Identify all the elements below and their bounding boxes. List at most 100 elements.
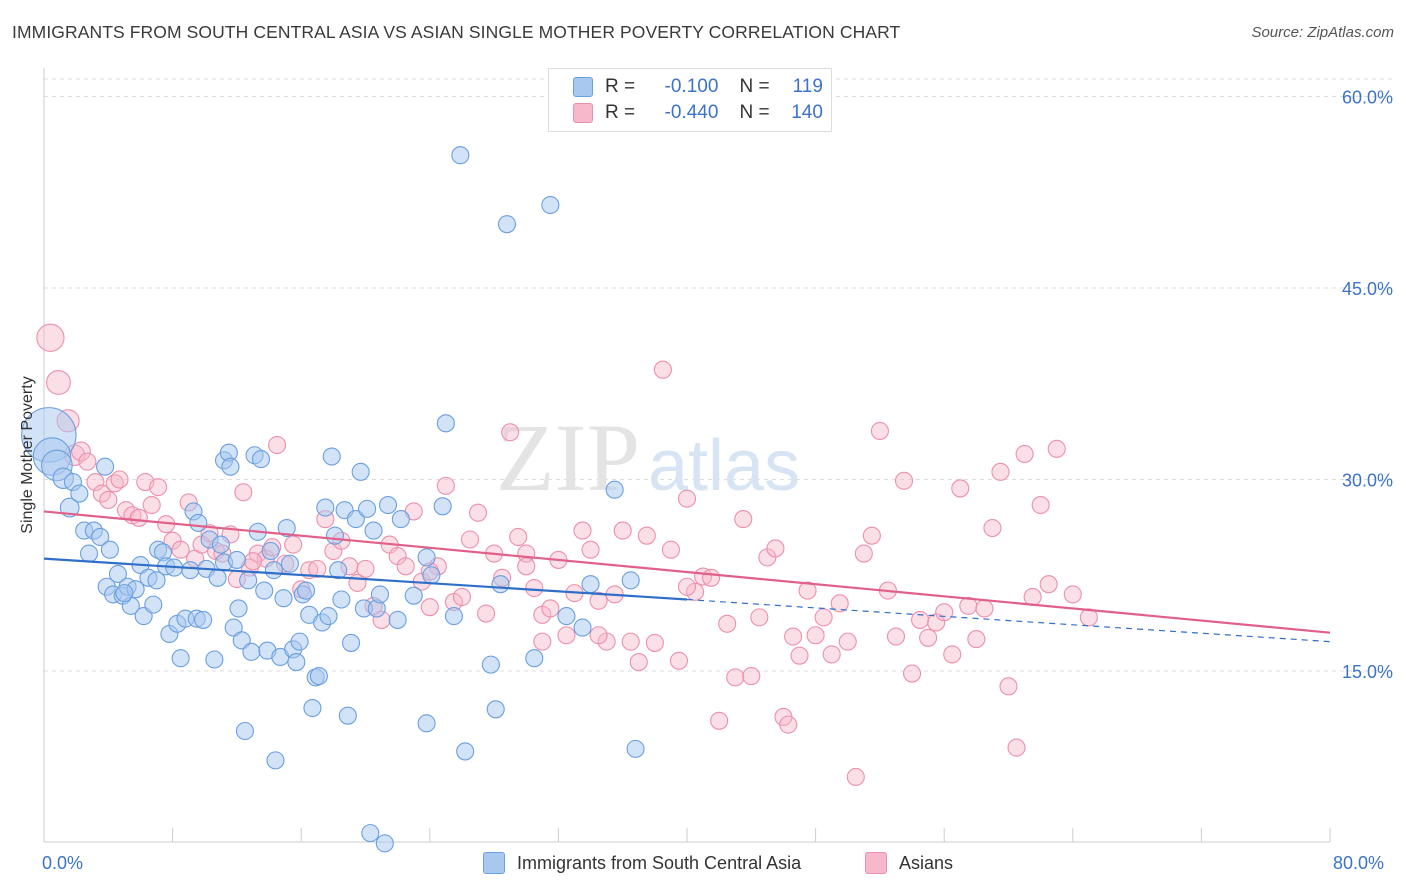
point-asians <box>661 540 680 559</box>
point-asians <box>171 540 190 559</box>
y-tick-label: 45.0% <box>1342 279 1393 299</box>
point-asians <box>234 483 253 502</box>
point-asians <box>284 535 303 554</box>
point-south-central-asia <box>388 610 407 629</box>
point-asians <box>78 452 97 471</box>
point-south-central-asia <box>181 561 200 580</box>
point-south-central-asia <box>189 513 208 532</box>
trend-line-blue <box>43 557 688 601</box>
point-asians <box>1063 585 1082 604</box>
point-south-central-asia <box>280 554 299 573</box>
point-south-central-asia <box>224 618 243 637</box>
point-asians <box>243 552 263 571</box>
point-south-central-asia <box>351 462 370 481</box>
y-tick-labels: 15.0% 30.0% 45.0% 60.0% <box>1342 88 1393 683</box>
point-asians <box>677 577 697 596</box>
point-asians <box>935 603 954 622</box>
point-south-central-asia <box>451 146 470 165</box>
point-south-central-asia <box>316 498 335 517</box>
trend-lines <box>43 510 1331 643</box>
point-south-central-asia <box>404 586 423 605</box>
watermark: ZIP atlas <box>496 404 800 511</box>
point-asians <box>509 527 528 547</box>
point-south-central-asia <box>108 564 127 584</box>
x-tick-label-max: 80.0% <box>1333 853 1385 873</box>
point-south-central-asia <box>194 610 213 629</box>
point-south-central-asia <box>235 721 254 741</box>
trend-line-pink <box>43 510 1331 634</box>
point-asians <box>784 627 803 646</box>
point-south-central-asia <box>370 585 390 604</box>
point-asians <box>92 484 111 503</box>
point-asians <box>645 633 664 652</box>
point-asians <box>718 614 737 633</box>
legend-r-value: -0.100 <box>664 76 719 97</box>
point-south-central-asia <box>208 568 227 587</box>
point-south-central-asia <box>309 667 328 686</box>
point-asians <box>420 598 439 617</box>
point-asians <box>830 594 849 613</box>
point-south-central-asia <box>277 518 296 538</box>
legend-n-label: N = <box>739 102 770 123</box>
point-asians <box>460 530 480 549</box>
point-south-central-asia <box>626 739 645 758</box>
point-asians <box>943 645 962 664</box>
point-asians <box>99 490 118 509</box>
point-asians <box>36 323 65 352</box>
point-south-central-asia <box>205 650 224 669</box>
trend-line-blue-dashed <box>686 598 1331 643</box>
point-asians <box>991 462 1010 481</box>
point-south-central-asia <box>251 450 271 469</box>
point-south-central-asia <box>422 566 441 585</box>
point-asians <box>86 473 105 492</box>
legend-n-label: N = <box>739 76 770 97</box>
point-asians <box>268 435 287 455</box>
point-asians <box>983 518 1002 538</box>
point-south-central-asia <box>239 571 258 590</box>
bottom-legend-label-pink: Asians <box>899 852 954 873</box>
point-asians <box>1023 587 1042 607</box>
point-asians <box>886 627 906 646</box>
point-asians <box>142 495 161 515</box>
y-tick-label: 15.0% <box>1342 662 1393 682</box>
point-south-central-asia <box>229 599 248 618</box>
point-south-central-asia <box>79 544 99 563</box>
point-asians <box>452 587 472 607</box>
bottom-legend-label-blue: Immigrants from South Central Asia <box>517 852 802 873</box>
point-asians <box>517 557 536 576</box>
point-south-central-asia <box>332 590 351 609</box>
point-south-central-asia <box>325 526 345 545</box>
bottom-legend-swatch-blue <box>483 852 505 874</box>
point-asians <box>629 653 648 672</box>
bottom-legend: Immigrants from South Central Asia Asian… <box>0 852 1406 878</box>
bottom-legend-item-pink: Asians <box>865 852 953 874</box>
point-south-central-asia <box>581 575 600 594</box>
point-asians <box>396 557 415 576</box>
point-south-central-asia <box>274 589 293 608</box>
point-asians <box>637 526 656 545</box>
point-south-central-asia <box>144 595 163 614</box>
point-asians <box>477 604 496 623</box>
point-south-central-asia <box>171 649 190 668</box>
y-axis-label: Single Mother Poverty <box>19 376 36 534</box>
point-south-central-asia <box>481 655 500 674</box>
point-south-central-asia <box>378 495 398 515</box>
legend-r-label: R = <box>605 76 636 97</box>
point-asians <box>862 526 881 545</box>
point-south-central-asia <box>456 742 475 761</box>
point-asians <box>806 626 825 645</box>
point-south-central-asia <box>621 571 640 590</box>
point-asians <box>533 632 552 651</box>
point-asians <box>110 470 129 489</box>
point-asians <box>846 767 865 787</box>
point-south-central-asia <box>261 541 280 561</box>
point-south-central-asia <box>486 700 505 719</box>
watermark-atlas: atlas <box>648 426 800 506</box>
legend-row-pink: R = -0.440 N = 140 <box>573 101 823 125</box>
point-south-central-asia <box>541 195 560 215</box>
point-asians <box>967 630 986 649</box>
bottom-legend-swatch-pink <box>865 852 887 874</box>
point-south-central-asia <box>296 581 316 600</box>
point-asians <box>581 540 600 559</box>
